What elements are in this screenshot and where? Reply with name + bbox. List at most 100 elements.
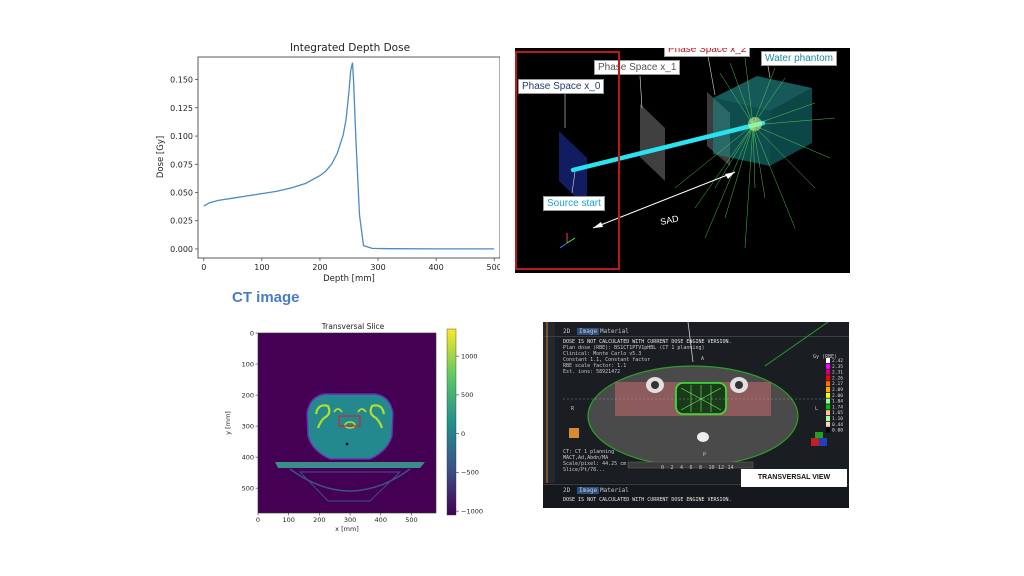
particle-track (694, 124, 754, 209)
ct-x-tick-label: 0 (256, 516, 260, 524)
legend-value: 2.00 (832, 393, 843, 399)
particle-track (752, 124, 766, 199)
sad-arrow (592, 171, 736, 229)
ct-info-line: MACT,Ad,Abdn/MA (563, 455, 609, 461)
plot-frame (197, 56, 500, 259)
legend-value: 1.10 (832, 416, 843, 422)
plan-info-line: Plan dose (RBE): BS1CT1PTV1pHBL (CT 1 pl… (563, 345, 705, 351)
colorbar (446, 328, 457, 516)
transversal-view-label: TRANSVERSAL VIEW (741, 469, 847, 487)
particle-track (752, 124, 831, 159)
legend-swatch (826, 404, 830, 410)
slice-image (258, 333, 436, 513)
legend-swatch (826, 358, 830, 363)
colorbar-tick-label: −500 (461, 469, 479, 477)
legend-value: 0.00 (832, 428, 843, 434)
legend-swatch (826, 410, 830, 416)
ct-y-tick-group: 0 100 200 300 400 500 (242, 329, 258, 492)
target-region-box (338, 415, 361, 427)
pointer-line (639, 75, 643, 109)
legend-swatch (826, 375, 830, 381)
ct-y-axis-label: y [mm] (224, 411, 232, 435)
ruler-tick-label: 4 (680, 465, 684, 471)
y-tick-label: 0.125 (170, 104, 193, 113)
ruler-tick-label: 0 (661, 465, 665, 471)
particle-track (752, 124, 796, 229)
legend-value: 2.31 (832, 370, 843, 376)
particle-track (719, 72, 754, 126)
ruler-tick-label: 14 (727, 465, 734, 471)
y-tick-group: 0.000 0.025 0.050 0.075 0.100 0.125 0.150 (170, 76, 198, 254)
legend-value: 2.35 (832, 364, 843, 370)
plan-info-line: Clinical: Monte Carlo v5.3 (563, 351, 642, 357)
legend-swatch (826, 398, 830, 404)
x-tick-label: 300 (370, 263, 385, 272)
orientation-cube-icon (811, 432, 827, 446)
ct-image-heading: CT image (232, 289, 300, 306)
tab-material[interactable]: Material (600, 328, 629, 335)
particle-tracks (674, 57, 836, 249)
tab-2d[interactable]: 2D (563, 328, 571, 335)
slice-title: Transversal Slice (321, 322, 385, 331)
ct-y-tick-label: 500 (242, 484, 254, 492)
pointer-line (571, 171, 576, 194)
side-label-posterior: P (703, 452, 707, 458)
tab-image-lower[interactable]: Image (577, 487, 600, 494)
legend-swatch (826, 416, 830, 421)
y-tick-label: 0.025 (170, 217, 193, 226)
ct-x-tick-label: 500 (405, 516, 417, 524)
tps-view: 2.422.352.312.262.172.092.001.841.741.65… (543, 322, 849, 508)
y-tick-label: 0.050 (170, 189, 193, 198)
y-axis-label: Dose [Gy] (156, 136, 166, 178)
ct-y-tick-label: 400 (242, 453, 254, 461)
legend-value: 1.84 (832, 399, 843, 405)
ct-x-tick-label: 100 (282, 516, 294, 524)
legend-value: 0.44 (832, 422, 843, 428)
legend-value: 2.09 (832, 387, 843, 393)
x-axis-label: Depth [mm] (323, 274, 375, 284)
phase-space-x1-plane (640, 104, 665, 181)
particle-track (674, 124, 754, 189)
ct-info-line: Slice/Pt/78... (563, 467, 606, 473)
legend-swatch (826, 421, 830, 427)
material-cube-icon (569, 428, 579, 438)
y-tick-label: 0.150 (170, 76, 193, 85)
ct-x-tick-label: 300 (344, 516, 356, 524)
tab-image[interactable]: Image (577, 328, 600, 335)
ct-y-tick-label: 200 (242, 391, 254, 399)
particle-track (752, 77, 786, 126)
legend-swatch (826, 392, 830, 398)
x-tick-group: 0 100 200 300 400 500 (201, 258, 500, 272)
plan-info-line: Constant 1.1, Constant factor (563, 357, 651, 363)
dose-curve-series (203, 62, 495, 250)
sad-label: SAD (659, 213, 680, 227)
side-label-right: R (571, 406, 575, 412)
colorbar-tick-label: 0 (461, 430, 465, 438)
axis-triad-icon (559, 233, 576, 249)
plan-info-line: Est. ions: 58921472 (563, 369, 621, 375)
ct-x-axis-label: x [mm] (335, 525, 359, 533)
tab-2d-lower[interactable]: 2D (563, 487, 571, 494)
legend-swatch (826, 427, 830, 433)
plan-info-line: RBE scale factor: 1.1 (563, 363, 627, 369)
particle-track (752, 124, 816, 189)
slice-frame (257, 332, 437, 514)
phase-space-x0-label: Phase Space x_0 (518, 79, 605, 94)
particle-track (744, 124, 754, 249)
legend-value: 1.74 (832, 404, 843, 410)
y-tick-label: 0.100 (170, 132, 193, 141)
proton-beam (570, 120, 766, 173)
tab-material-lower[interactable]: Material (600, 487, 629, 494)
x-tick-label: 400 (428, 263, 443, 272)
legend-value: 2.26 (832, 375, 843, 381)
simulation-scene: SAD (559, 55, 836, 249)
legend-value: 2.17 (832, 381, 843, 387)
legend-swatch (826, 381, 830, 387)
treatment-planning-panel: 2.42 2.35 2.31 2.26 2.17 2.09 2.00 1.84 1.74 1.65… (543, 322, 849, 508)
ct-y-tick-label: 300 (242, 422, 254, 430)
phase-space-x1-label: Phase Space x_1 (594, 60, 681, 75)
particle-track (752, 117, 836, 126)
legend-value: 2.42 (832, 358, 843, 364)
water-phantom-cube (713, 76, 812, 166)
colorbar-tick-label: −1000 (461, 507, 483, 515)
